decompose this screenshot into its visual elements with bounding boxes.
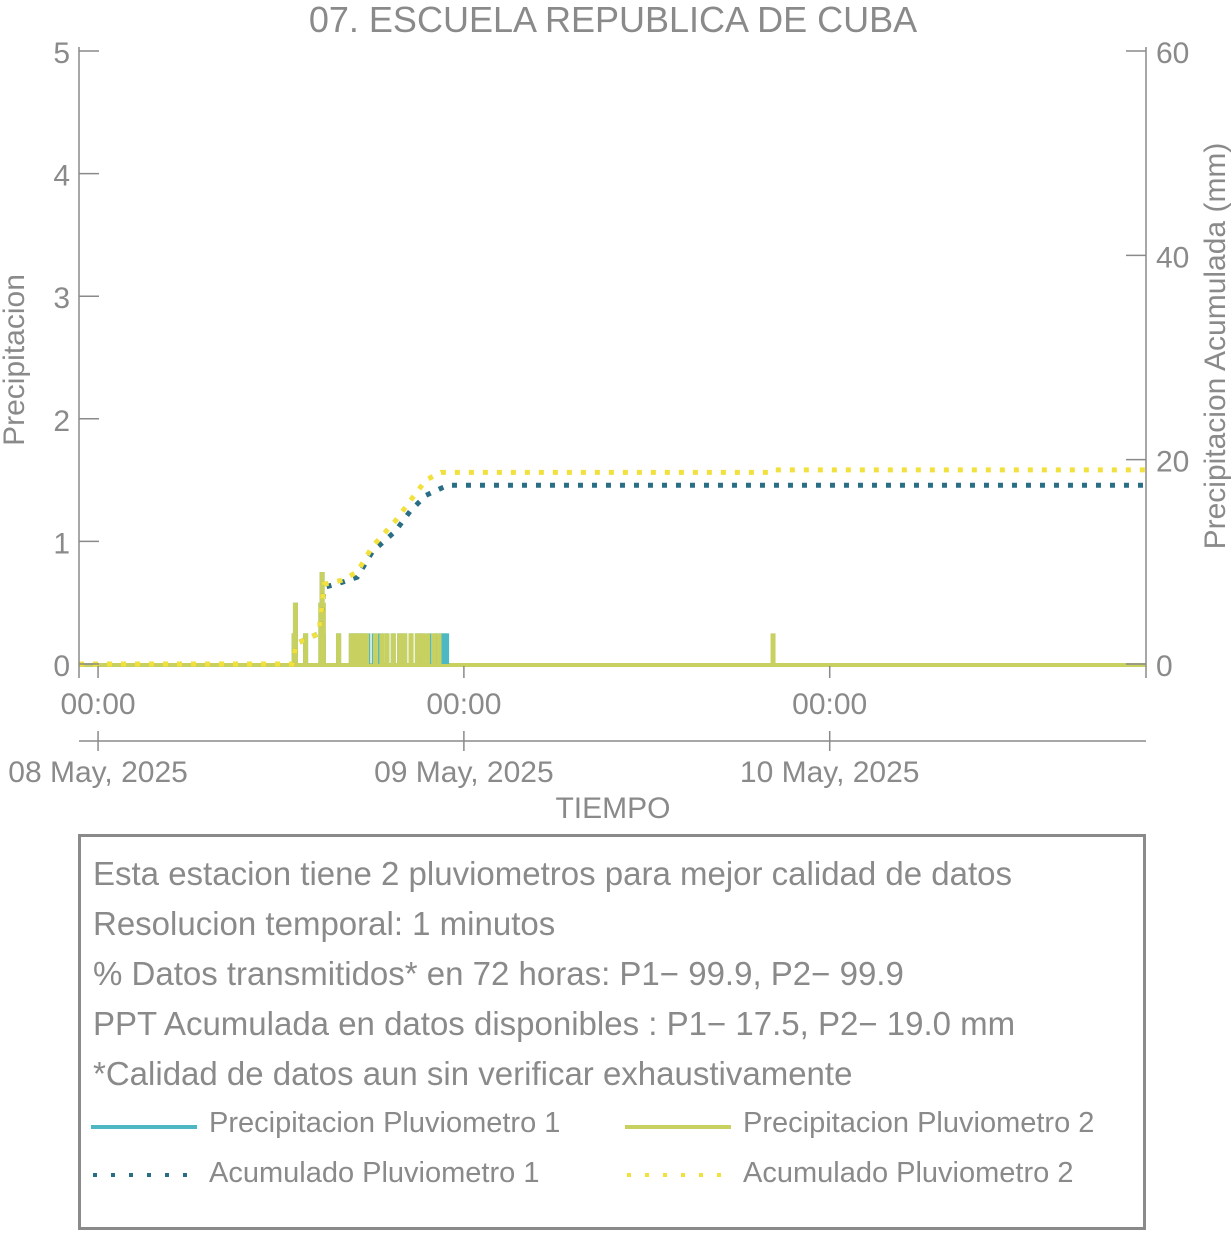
- precip-bar-s2-9: [356, 633, 362, 664]
- x-ticks: 00:00 08 May, 2025 00:00 09 May, 2025 00:00 1…: [8, 666, 919, 789]
- legend-swatch-acc1: [93, 1173, 195, 1177]
- info-line-quality-note: *Calidad de datos aun sin verificar exha…: [93, 1055, 853, 1092]
- left-tick-label-1: 1: [53, 527, 70, 560]
- precip-bar-s2-13: [379, 633, 385, 664]
- x-tick-time-label-0: 00:00: [61, 688, 136, 721]
- legend-swatch-acc2: [627, 1173, 729, 1177]
- right-tick-label-60: 60: [1156, 37, 1189, 70]
- x-tick-time-label-1: 00:00: [426, 688, 501, 721]
- x-tick-date-label-1: 09 May, 2025: [374, 756, 554, 789]
- plot-area: [79, 467, 1146, 667]
- precip-bar-s2-16: [397, 633, 403, 664]
- x-tick-date-label-2: 10 May, 2025: [740, 756, 920, 789]
- left-tick-label-4: 4: [53, 160, 70, 193]
- right-tick-label-40: 40: [1156, 241, 1189, 274]
- left-y-ticks: 0 1 2 3 4 5: [53, 37, 99, 683]
- precipitation-chart: 07. ESCUELA REPUBLICA DE CUBA 0 1 2 3 4 5 0 20…: [0, 0, 1232, 825]
- cumulative-line-s4: [79, 467, 1146, 667]
- legend-label-p2: Precipitacion Pluviometro 2: [743, 1107, 1095, 1139]
- y-axis-label-right: Precipitacion Acumulada (mm): [1199, 143, 1232, 550]
- info-box: Esta estacion tiene 2 pluviometros para …: [78, 834, 1146, 1230]
- precip-bar-s2-8: [352, 633, 358, 664]
- precip-bar-s1-24: [441, 633, 447, 664]
- right-y-ticks: 0 20 40 60: [1126, 37, 1189, 683]
- precip-bar-s2-6: [336, 633, 342, 664]
- info-line-transmitted: % Datos transmitidos* en 72 horas: P1− 9…: [93, 955, 904, 992]
- legend-label-acc2: Acumulado Pluviometro 2: [743, 1157, 1074, 1189]
- cumulative-line-s3: [79, 482, 1146, 667]
- precip-bar-s2-5: [320, 602, 326, 664]
- info-line-accumulated: PPT Acumulada en datos disponibles : P1−…: [93, 1005, 1016, 1042]
- precip-bar-s2-1: [292, 602, 298, 664]
- precip-bar-s2-17: [402, 633, 408, 664]
- precip-bar-s2-7: [348, 633, 354, 664]
- precip-bar-s2-14: [384, 633, 390, 664]
- left-tick-label-0: 0: [53, 650, 70, 683]
- precip-bar-s2-23: [436, 633, 442, 664]
- chart-title: 07. ESCUELA REPUBLICA DE CUBA: [309, 0, 917, 40]
- legend-swatch-p1: [91, 1125, 197, 1129]
- precip-bar-s2-12: [372, 633, 378, 664]
- precip-bar-s2-10: [360, 633, 366, 664]
- legend-label-p1: Precipitacion Pluviometro 1: [209, 1107, 561, 1139]
- legend-label-acc1: Acumulado Pluviometro 1: [209, 1157, 540, 1189]
- y-axis-label-left: Precipitacion: [0, 274, 31, 446]
- info-line-resolution: Resolucion temporal: 1 minutos: [93, 905, 556, 942]
- right-tick-label-20: 20: [1156, 446, 1189, 479]
- left-tick-label-5: 5: [53, 37, 70, 70]
- left-tick-label-3: 3: [53, 282, 70, 315]
- precip-bar-s1-25: [444, 633, 450, 664]
- x-tick-time-label-2: 00:00: [792, 688, 867, 721]
- legend-swatch-p2: [625, 1125, 731, 1129]
- precip-bar-s2-24: [770, 633, 776, 664]
- x-tick-date-label-0: 08 May, 2025: [8, 756, 188, 789]
- precip-bar-s2-22: [431, 633, 437, 664]
- precip-bar-s2-2: [303, 633, 309, 664]
- precip-bar-s2-21: [425, 633, 431, 664]
- x-axis-label: TIEMPO: [555, 792, 670, 825]
- precip-bar-s2-11: [364, 633, 370, 664]
- precip-bar-s2-19: [414, 633, 420, 664]
- right-tick-label-0: 0: [1156, 650, 1173, 683]
- precip-bar-s2-20: [419, 633, 425, 664]
- info-line-stations: Esta estacion tiene 2 pluviometros para …: [93, 855, 1013, 892]
- left-tick-label-2: 2: [53, 405, 70, 438]
- precip-bar-s2-18: [408, 633, 414, 664]
- precip-bar-s2-15: [390, 633, 396, 664]
